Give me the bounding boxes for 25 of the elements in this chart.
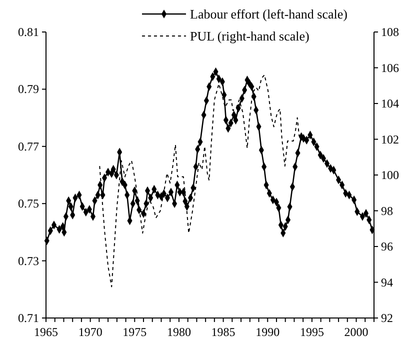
y2-tick-label: 106: [381, 60, 399, 75]
y2-tick-label: 102: [381, 132, 399, 146]
y-tick-label: 0.73: [18, 254, 39, 268]
x-tick-label: 1975: [122, 325, 147, 339]
y-tick-label: 0.81: [18, 25, 39, 39]
y2-tick-label: 104: [381, 96, 399, 110]
x-tick-label: 1995: [300, 325, 324, 339]
y2-tick-label: 94: [381, 275, 393, 290]
y-tick-label: 0.75: [18, 196, 39, 211]
y2-tick-label: 100: [381, 168, 399, 182]
y2-tick-label: 108: [381, 25, 399, 39]
legend-label: PUL (right-hand scale): [190, 28, 310, 44]
y-tick-label: 0.71: [18, 311, 39, 325]
y2-tick-label: 98: [381, 204, 393, 218]
x-tick-label: 1970: [78, 325, 102, 339]
x-tick-label: 1990: [256, 325, 280, 339]
x-tick-label: 1980: [166, 325, 191, 339]
y2-tick-label: 92: [381, 311, 393, 325]
x-tick-label: 1965: [34, 325, 58, 339]
legend-label: Labour effort (left-hand scale): [190, 6, 348, 22]
y-tick-label: 0.79: [18, 82, 39, 96]
y-tick-label: 0.77: [18, 139, 39, 154]
y2-tick-label: 96: [381, 240, 393, 254]
x-tick-label: 1985: [211, 325, 236, 339]
x-tick-label: 2000: [344, 325, 368, 339]
